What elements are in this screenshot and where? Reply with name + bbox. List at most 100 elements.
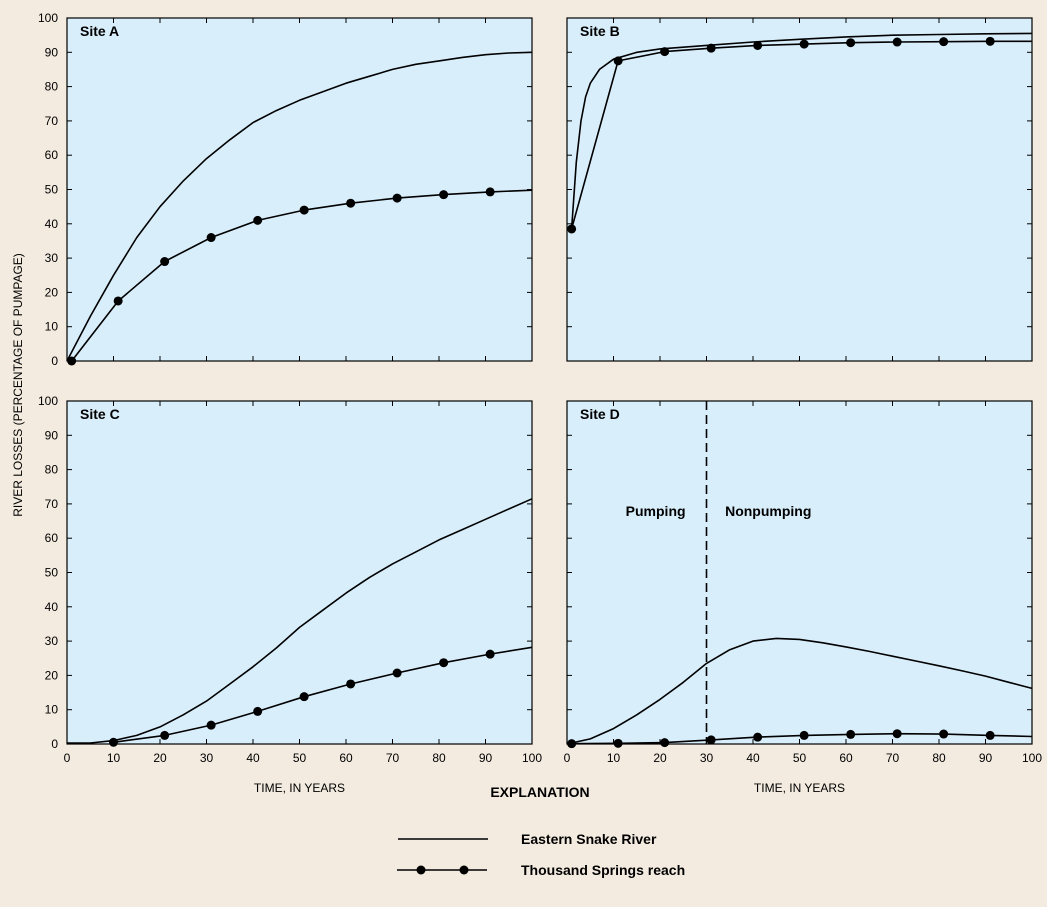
data-point-thousand-springs-reach — [892, 37, 902, 47]
data-point-thousand-springs-reach — [439, 190, 449, 200]
x-tick-label: 20 — [153, 751, 167, 765]
data-point-thousand-springs-reach — [109, 737, 118, 747]
y-tick-label: 90 — [45, 45, 59, 59]
data-point-thousand-springs-reach — [346, 679, 356, 689]
x-tick-label: 0 — [564, 751, 571, 765]
panel-title: Site D — [580, 406, 620, 422]
data-point-thousand-springs-reach — [846, 729, 856, 739]
y-axis-label: RIVER LOSSES (PERCENTAGE OF PUMPAGE) — [11, 253, 25, 517]
y-tick-label: 80 — [45, 463, 59, 477]
x-tick-label: 10 — [107, 751, 121, 765]
x-tick-label: 40 — [746, 751, 760, 765]
y-tick-label: 10 — [45, 320, 59, 334]
plot-frame — [566, 17, 1033, 362]
plot-frame — [66, 400, 533, 745]
data-point-thousand-springs-reach — [206, 233, 216, 243]
plot-area — [67, 401, 532, 744]
panel-site-a: 0 10 20 30 40 50 60 70 80 90 100 Site A — [38, 11, 533, 368]
y-tick-label: 70 — [45, 114, 59, 128]
data-point-thousand-springs-reach — [160, 730, 170, 740]
data-point-thousand-springs-reach — [613, 738, 623, 748]
x-tick-label: 80 — [432, 751, 446, 765]
data-point-thousand-springs-reach — [753, 40, 763, 50]
y-tick-label: 90 — [45, 428, 59, 442]
x-tick-label: 100 — [1022, 751, 1042, 765]
y-tick-label: 10 — [45, 703, 59, 717]
data-point-thousand-springs-reach — [299, 692, 309, 702]
y-tick-label: 40 — [45, 600, 59, 614]
y-tick-label: 50 — [45, 566, 59, 580]
x-tick-label: 80 — [932, 751, 946, 765]
annotation-pumping: Pumping — [626, 503, 686, 519]
legend: EXPLANATION Eastern Snake River Thousand… — [397, 784, 685, 878]
series-line-eastern-snake-river — [566, 637, 1033, 745]
data-point-thousand-springs-reach — [113, 296, 123, 306]
panel-site-c: 0 10 20 30 40 50 60 70 80 90 100 0 10 20 30 40 50 60 70 80 9… — [38, 394, 542, 795]
y-tick-label: 0 — [51, 354, 58, 368]
data-point-thousand-springs-reach — [753, 732, 763, 742]
data-point-thousand-springs-reach — [346, 198, 356, 208]
data-point-thousand-springs-reach — [206, 720, 216, 730]
y-tick-label: 30 — [45, 251, 59, 265]
y-tick-label: 60 — [45, 148, 59, 162]
y-tick-label: 0 — [51, 737, 58, 751]
data-point-thousand-springs-reach — [299, 205, 309, 215]
x-tick-label: 0 — [64, 751, 71, 765]
y-tick-label: 80 — [45, 80, 59, 94]
x-tick-label: 90 — [979, 751, 993, 765]
data-point-thousand-springs-reach — [160, 257, 170, 267]
data-point-thousand-springs-reach — [392, 193, 402, 203]
series-line-eastern-snake-river — [67, 498, 533, 744]
panel-site-b: Site B — [566, 17, 1033, 362]
panel-title: Site B — [580, 23, 620, 39]
data-point-thousand-springs-reach — [892, 729, 902, 739]
x-tick-label: 10 — [607, 751, 621, 765]
x-tick-label: 30 — [200, 751, 214, 765]
data-point-thousand-springs-reach — [392, 668, 402, 678]
plot-frame — [66, 17, 533, 362]
data-point-thousand-springs-reach — [439, 658, 449, 668]
x-tick-label: 20 — [653, 751, 667, 765]
data-point-thousand-springs-reach — [253, 215, 263, 225]
data-point-thousand-springs-reach — [846, 38, 856, 48]
y-tick-label: 50 — [45, 183, 59, 197]
plot-area — [567, 18, 1032, 361]
data-point-thousand-springs-reach — [485, 187, 495, 197]
legend-marker-thousand-springs-reach — [416, 865, 426, 875]
plot-area — [567, 401, 1032, 744]
data-point-thousand-springs-reach — [253, 706, 263, 716]
data-point-thousand-springs-reach — [985, 36, 995, 46]
x-tick-label: 100 — [522, 751, 542, 765]
series-line-eastern-snake-river — [66, 51, 533, 362]
plot-area — [67, 18, 532, 361]
legend-marker-thousand-springs-reach — [459, 865, 469, 875]
data-point-thousand-springs-reach — [567, 224, 577, 234]
y-tick-label: 60 — [45, 531, 59, 545]
data-point-thousand-springs-reach — [660, 738, 670, 748]
panel-title: Site A — [80, 23, 119, 39]
panel-title: Site C — [80, 406, 120, 422]
x-tick-label: 60 — [839, 751, 853, 765]
data-point-thousand-springs-reach — [799, 730, 809, 740]
data-point-thousand-springs-reach — [799, 39, 809, 49]
y-tick-label: 30 — [45, 634, 59, 648]
data-point-thousand-springs-reach — [939, 37, 949, 47]
data-point-thousand-springs-reach — [613, 56, 623, 66]
x-tick-label: 60 — [339, 751, 353, 765]
y-tick-label: 20 — [45, 668, 59, 682]
legend-label-thousand-springs-reach: Thousand Springs reach — [521, 862, 685, 878]
y-tick-label: 40 — [45, 217, 59, 231]
y-tick-label: 20 — [45, 285, 59, 299]
data-point-thousand-springs-reach — [706, 43, 716, 53]
data-point-thousand-springs-reach — [660, 47, 670, 57]
data-point-thousand-springs-reach — [706, 735, 716, 745]
legend-title: EXPLANATION — [490, 784, 589, 800]
x-tick-label: 40 — [246, 751, 260, 765]
series-line-eastern-snake-river — [570, 32, 1033, 229]
x-axis-label: TIME, IN YEARS — [254, 781, 345, 795]
x-tick-label: 70 — [886, 751, 900, 765]
x-tick-label: 50 — [293, 751, 307, 765]
data-point-thousand-springs-reach — [939, 729, 949, 739]
